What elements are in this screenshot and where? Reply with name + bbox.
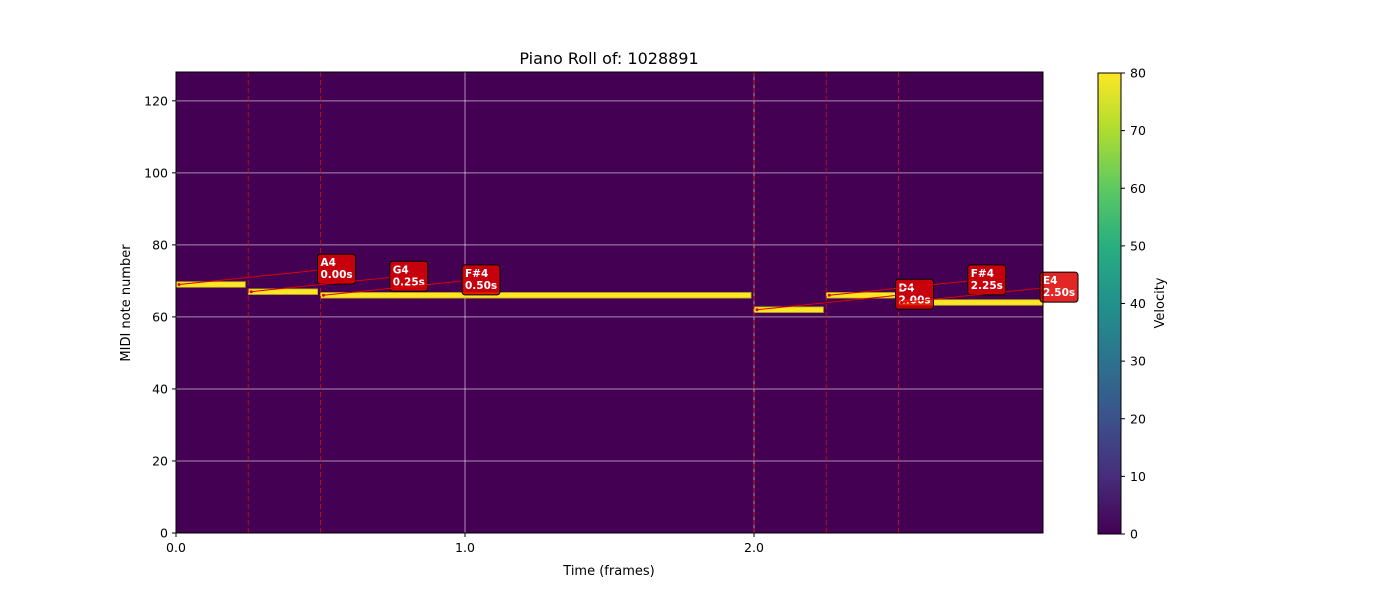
annotation-leader-line — [829, 280, 970, 296]
annotation-leader-line — [178, 269, 320, 285]
annotation-leader-line — [901, 287, 1043, 303]
plot-frame — [175, 71, 1044, 534]
y-tick-label: 20 — [152, 453, 168, 468]
colorbar-tick-label: 10 — [1130, 469, 1146, 484]
colorbar-tick-label: 20 — [1130, 411, 1146, 426]
annotation-note-name: F#4 — [465, 268, 488, 280]
annotation-anchor — [177, 282, 181, 286]
note-bar — [320, 292, 752, 299]
annotation-time: 2.25s — [971, 280, 1003, 292]
note-bar — [176, 281, 246, 288]
x-tick-label: 1.0 — [455, 540, 475, 555]
y-axis-label: MIDI note number — [119, 244, 134, 362]
colorbar-ticks: 0 10 20 30 40 50 60 70 80 — [1121, 66, 1146, 542]
note-annotation: F#40.50s — [322, 264, 501, 297]
annotation-anchor — [249, 290, 253, 294]
colorbar-tick-label: 0 — [1130, 527, 1138, 542]
annotation-leader-line — [323, 280, 465, 296]
note-annotation: G40.25s — [249, 260, 429, 294]
y-axis-ticks: 0 20 40 60 80 100 120 — [144, 93, 176, 541]
colorbar-tick-label: 40 — [1130, 296, 1146, 311]
annotation-time: 0.00s — [321, 269, 353, 281]
colorbar-tick-label: 60 — [1130, 181, 1146, 196]
annotation-leader-line — [756, 294, 898, 311]
annotation-anchor — [322, 293, 325, 297]
colorbar-tick-label: 70 — [1130, 123, 1146, 138]
y-tick-label: 100 — [144, 165, 168, 180]
annotation-box — [1039, 271, 1079, 303]
note-annotation: A40.00s — [177, 253, 356, 286]
annotation-anchor — [900, 301, 903, 304]
annotation-note-name: F#4 — [971, 268, 994, 280]
annotation-box — [967, 264, 1007, 296]
note-bar — [825, 292, 897, 299]
note-bar — [247, 288, 319, 295]
y-tick-label: 40 — [152, 381, 168, 396]
annotation-note-name: A4 — [321, 257, 336, 269]
colorbar-label: Velocity — [1153, 277, 1168, 328]
colorbar: 0 10 20 30 40 50 60 70 80 Velocity — [1097, 66, 1168, 542]
x-axis-label: Time (frames) — [562, 564, 654, 579]
annotation-box — [317, 253, 356, 285]
annotation-anchor — [827, 293, 831, 297]
note-bar — [753, 306, 824, 313]
y-tick-label: 0 — [160, 526, 168, 541]
colorbar-tick-label: 80 — [1130, 66, 1146, 81]
annotation-leader-line — [251, 276, 392, 293]
y-tick-label: 60 — [152, 309, 168, 324]
annotation-time: 2.00s — [899, 294, 931, 306]
chart-title: Piano Roll of: 1028891 — [519, 49, 698, 68]
colorbar-tick-label: 50 — [1130, 238, 1146, 253]
annotation-note-name: D4 — [899, 282, 915, 294]
annotation-box — [461, 264, 501, 296]
annotation-time: 0.50s — [465, 280, 497, 292]
annotation-box — [389, 260, 429, 292]
x-tick-label: 2.0 — [744, 540, 764, 555]
y-tick-label: 80 — [152, 237, 168, 252]
y-tick-label: 120 — [144, 93, 168, 108]
annotation-note-name: E4 — [1043, 275, 1057, 287]
x-tick-label: 0.0 — [166, 540, 186, 555]
x-axis-ticks: 0.0 1.0 2.0 — [166, 533, 764, 555]
annotation-note-name: G4 — [393, 264, 409, 276]
colorbar-gradient — [1097, 72, 1122, 535]
note-annotation: E42.50s — [900, 271, 1079, 304]
note-annotation: F#42.25s — [827, 264, 1007, 297]
annotation-time: 2.50s — [1043, 287, 1075, 299]
colorbar-tick-label: 30 — [1130, 354, 1146, 369]
annotation-anchor — [755, 308, 759, 312]
